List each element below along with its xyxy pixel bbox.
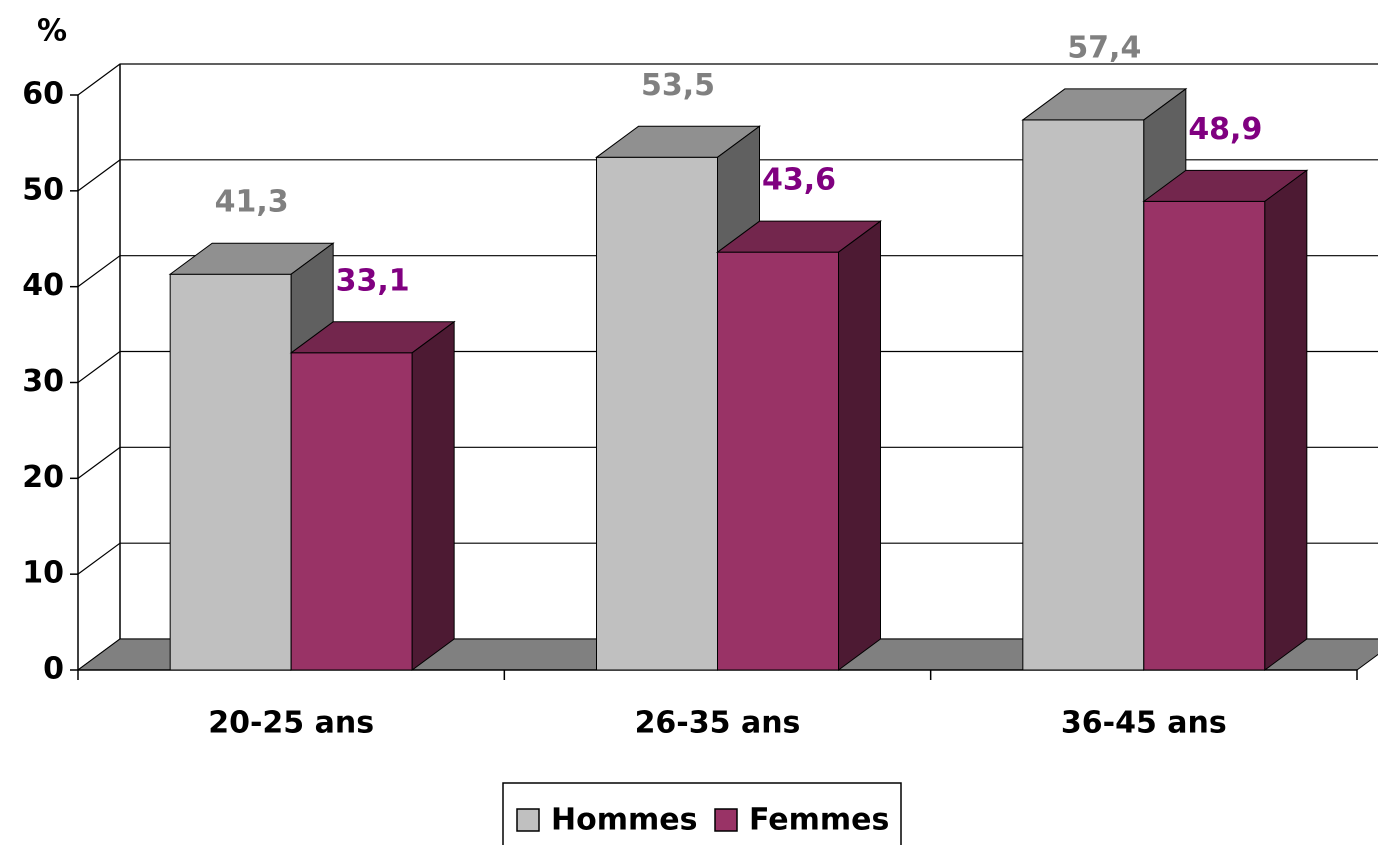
legend-label: Hommes: [551, 803, 697, 838]
y-tick-label: 30: [22, 364, 64, 399]
x-tick-label: 20-25 ans: [208, 706, 374, 741]
legend-box: [502, 782, 902, 845]
bar: [289, 320, 456, 671]
legend-swatch: [516, 808, 540, 832]
bar-front: [290, 352, 413, 671]
grid-line: [77, 255, 1378, 288]
grid-line: [77, 63, 1378, 96]
bar-side: [1264, 169, 1308, 671]
grid-line: [77, 542, 1378, 575]
bar-front: [1022, 119, 1145, 671]
x-tick-label: 36-45 ans: [1061, 706, 1227, 741]
y-tick-label: 10: [22, 556, 64, 591]
bar: [1142, 169, 1309, 671]
value-label: 41,3: [215, 185, 289, 220]
y-tick-label: 0: [43, 652, 64, 687]
grid-line: [77, 159, 1378, 192]
bar-side: [838, 220, 881, 671]
y-tick-label: 20: [22, 460, 64, 495]
value-label: 33,1: [336, 263, 410, 298]
y-axis-label: %: [37, 14, 67, 49]
bar-front: [1143, 200, 1266, 671]
y-tick-label: 60: [22, 77, 64, 112]
value-label: 43,6: [762, 163, 836, 198]
y-tick-label: 50: [22, 172, 64, 207]
legend-swatch: [714, 808, 738, 832]
bar-side: [411, 320, 455, 671]
bar-front: [169, 273, 292, 671]
value-label: 57,4: [1067, 30, 1141, 65]
bar-front: [717, 251, 839, 671]
value-label: 53,5: [641, 68, 715, 103]
y-tick-label: 40: [22, 268, 64, 303]
grid-line: [77, 350, 1378, 383]
legend-label: Femmes: [749, 803, 889, 838]
x-tick-label: 26-35 ans: [635, 706, 801, 741]
value-label: 48,9: [1188, 112, 1262, 147]
bar-front: [596, 156, 718, 671]
bar: [715, 220, 883, 671]
grid-line: [77, 446, 1378, 479]
